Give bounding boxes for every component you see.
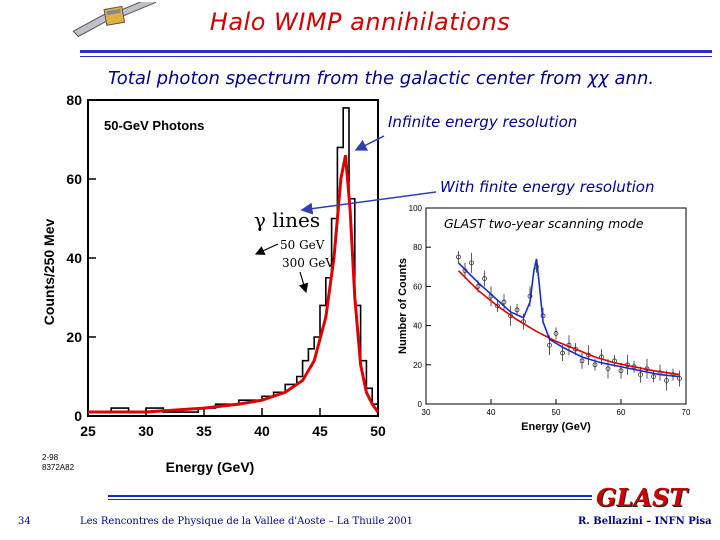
y-tick-label: 60 bbox=[66, 171, 82, 187]
footer-rule-thin bbox=[108, 499, 592, 500]
data-point bbox=[592, 362, 598, 368]
annotation-50gev: 50 GeV bbox=[280, 238, 325, 252]
y-axis-label: Number of Counts bbox=[397, 258, 409, 354]
data-point bbox=[495, 303, 500, 309]
fit-curve bbox=[88, 155, 380, 414]
y-tick-label: 20 bbox=[413, 361, 422, 370]
y-tick-label: 80 bbox=[66, 92, 82, 108]
data-point bbox=[579, 358, 585, 364]
data-point bbox=[638, 372, 643, 378]
histogram-line bbox=[93, 107, 379, 413]
page-number: 34 bbox=[18, 516, 31, 527]
arrow-300gev bbox=[298, 271, 309, 294]
y-tick-label: 0 bbox=[74, 408, 82, 424]
y-tick-label: 40 bbox=[413, 322, 422, 331]
data-point bbox=[482, 276, 487, 281]
x-tick-label: 35 bbox=[196, 423, 212, 439]
data-point bbox=[618, 368, 624, 374]
data-point bbox=[664, 378, 669, 383]
finite-resolution-note: With finite energy resolution bbox=[440, 178, 655, 196]
x-tick-label: 45 bbox=[312, 423, 328, 439]
satellite-icon bbox=[72, 2, 157, 38]
right-chart-title: GLAST two-year scanning mode bbox=[444, 216, 644, 231]
data-point bbox=[553, 331, 559, 336]
y-tick-label: 0 bbox=[418, 400, 423, 409]
data-point bbox=[651, 374, 656, 379]
figure-tag: 8372A82 bbox=[42, 463, 75, 472]
x-tick-label: 30 bbox=[138, 423, 154, 439]
data-point bbox=[514, 307, 520, 313]
data-point bbox=[456, 254, 461, 260]
x-tick-label: 50 bbox=[370, 423, 386, 439]
footer-author: R. Bellazini – INFN Pisa bbox=[578, 516, 712, 527]
data-point bbox=[560, 350, 565, 356]
right-spectrum-chart: 30 40 50 60 70 0 20 40 60 80 100 Energy (GeV) Numb… bbox=[396, 200, 696, 436]
footer-rule bbox=[108, 495, 592, 497]
x-tick-label: 50 bbox=[552, 408, 561, 417]
title-rule bbox=[80, 50, 712, 53]
figure-tag: 2-98 bbox=[42, 453, 59, 462]
slide-title: Halo WIMP annihilations bbox=[209, 8, 511, 36]
x-axis-label: Energy (GeV) bbox=[166, 459, 255, 475]
x-tick-label: 40 bbox=[487, 408, 496, 417]
slide-subtitle: Total photon spectrum from the galactic … bbox=[108, 68, 655, 89]
y-tick-label: 60 bbox=[413, 282, 422, 291]
x-axis-label: Energy (GeV) bbox=[521, 421, 591, 433]
glast-logo: GLAST bbox=[596, 483, 688, 512]
footer-conference: Les Rencontres de Physique de la Vallee … bbox=[80, 516, 414, 527]
y-tick-label: 40 bbox=[66, 250, 82, 266]
data-point bbox=[501, 299, 507, 305]
continuum-fit-curve bbox=[457, 270, 680, 376]
x-tick-label: 70 bbox=[682, 408, 691, 417]
data-point bbox=[547, 342, 552, 348]
y-tick-label: 80 bbox=[413, 243, 422, 252]
peak-fit-curve bbox=[457, 258, 680, 378]
infinite-resolution-note: Infinite energy resolution bbox=[388, 113, 578, 131]
x-tick-label: 25 bbox=[80, 423, 96, 439]
arrow-finite bbox=[300, 191, 437, 215]
left-spectrum-chart: 25 30 35 40 45 50 0 20 40 60 80 50-GeV Photons Ene… bbox=[40, 92, 390, 482]
annotation-300gev: 300 GeV bbox=[282, 256, 335, 270]
data-point bbox=[475, 284, 481, 289]
arrow-infinite bbox=[354, 135, 385, 151]
y-tick-label: 100 bbox=[409, 204, 423, 213]
y-tick-label: 20 bbox=[66, 329, 82, 345]
chart-title: 50-GeV Photons bbox=[104, 118, 204, 133]
data-point bbox=[605, 366, 611, 372]
title-rule-thin bbox=[80, 56, 712, 57]
x-tick-label: 60 bbox=[617, 408, 626, 417]
arrow-50gev bbox=[254, 243, 279, 255]
x-tick-label: 30 bbox=[422, 408, 431, 417]
data-point bbox=[469, 260, 474, 266]
x-tick-label: 40 bbox=[254, 423, 270, 439]
y-axis-label: Counts/250 Mev bbox=[41, 218, 57, 325]
